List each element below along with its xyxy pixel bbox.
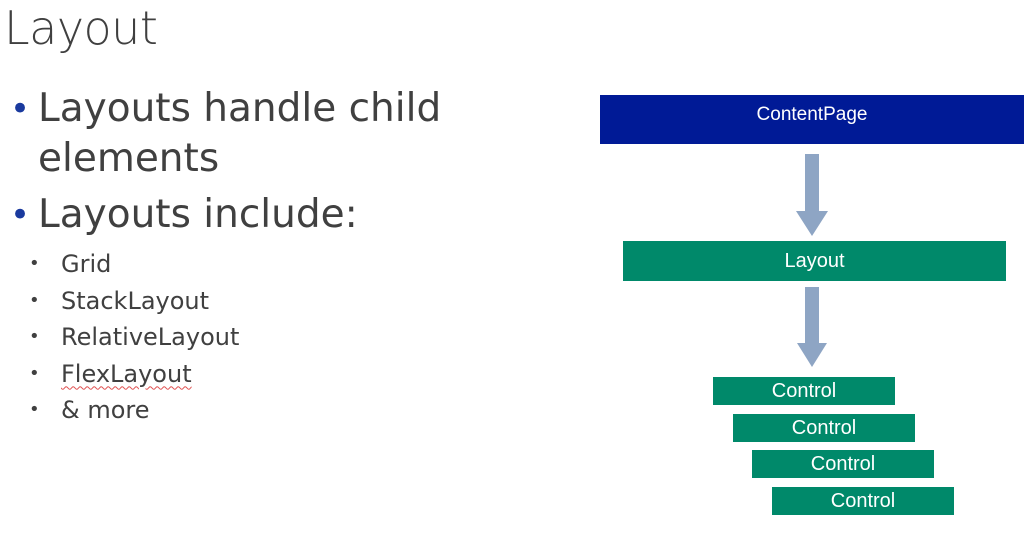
sub-bullet-text: StackLayout (61, 286, 210, 315)
bullet-list: • Layouts handle child elements • Layout… (0, 84, 560, 429)
content-page-box: ContentPage (600, 95, 1024, 144)
bullet-dot-icon: • (29, 362, 40, 384)
control-box: Control (733, 414, 915, 442)
sub-bullet-item: • FlexLayout (0, 356, 560, 393)
bullet-dot-icon: • (29, 326, 40, 347)
sub-bullet-item: • StackLayout (0, 283, 560, 320)
content-page-label: ContentPage (756, 104, 868, 125)
bullet-dot-icon: • (29, 253, 40, 274)
layout-box: Layout (623, 241, 1006, 281)
sub-bullet-item: • Grid (0, 246, 560, 283)
bullet-dot-icon: • (10, 195, 31, 235)
control-label: Control (830, 489, 896, 512)
bullet-item: • Layouts include: (0, 190, 560, 240)
slide-title: Layout (4, 1, 158, 55)
control-label: Control (771, 379, 837, 402)
sub-bullet-text: FlexLayout (61, 359, 192, 388)
layout-label: Layout (784, 249, 845, 272)
sub-bullet-item: • RelativeLayout (0, 319, 560, 356)
sub-bullet-item: • & more (0, 392, 560, 429)
control-box: Control (713, 377, 895, 405)
control-box: Control (772, 487, 954, 515)
control-label: Control (810, 452, 876, 475)
sub-bullet-text: & more (61, 396, 150, 424)
bullet-dot-icon: • (10, 89, 31, 129)
down-arrow-icon (797, 287, 827, 367)
bullet-text: Layouts handle child elements (38, 86, 442, 181)
sub-bullet-text: RelativeLayout (61, 323, 240, 351)
bullet-dot-icon: • (29, 399, 40, 420)
bullet-dot-icon: • (29, 289, 40, 311)
down-arrow-icon (796, 154, 828, 236)
bullet-text: Layouts include: (38, 192, 358, 237)
sub-bullet-text: Grid (61, 250, 112, 278)
control-label: Control (791, 416, 857, 439)
bullet-item: • Layouts handle child elements (0, 84, 560, 184)
control-box: Control (752, 450, 934, 478)
